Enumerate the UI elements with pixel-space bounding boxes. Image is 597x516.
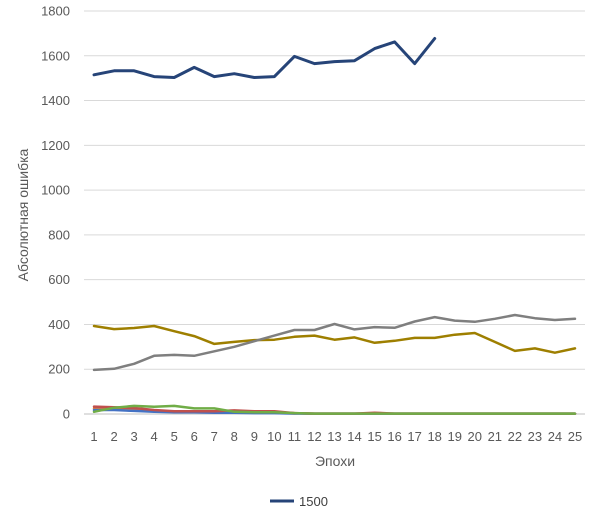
y-tick-label: 1200 (41, 138, 70, 153)
series-line-1 (92, 313, 577, 372)
series-line-3 (92, 404, 577, 415)
x-tick-label: 8 (231, 429, 238, 444)
y-axis-title: Абсолютная ошибка (15, 148, 31, 281)
y-tick-label: 200 (48, 362, 70, 377)
x-tick-label: 17 (407, 429, 421, 444)
x-tick-label: 18 (427, 429, 441, 444)
x-tick-label: 9 (251, 429, 258, 444)
x-tick-label: 13 (327, 429, 341, 444)
x-tick-label: 5 (171, 429, 178, 444)
y-tick-label: 1400 (41, 93, 70, 108)
x-tick-label: 15 (367, 429, 381, 444)
gridlines (84, 10, 585, 370)
y-tick-label: 400 (48, 317, 70, 332)
y-axis-ticks: 0 200 400 600 800 1000 1200 1400 1600 1800 (41, 4, 70, 422)
y-tick-label: 800 (48, 227, 70, 242)
series-line-0 (92, 37, 437, 79)
x-tick-label: 20 (468, 429, 482, 444)
series-line-2 (92, 324, 577, 354)
x-axis-ticks: 1 2 3 4 5 6 7 8 9 10 11 12 13 14 15 16 17 18 19 20 21 22 23 24 2… (90, 429, 582, 444)
x-tick-label: 7 (211, 429, 218, 444)
x-tick-label: 22 (508, 429, 522, 444)
x-tick-label: 19 (448, 429, 462, 444)
x-tick-label: 1 (90, 429, 97, 444)
x-tick-label: 10 (267, 429, 281, 444)
x-tick-label: 6 (191, 429, 198, 444)
x-tick-label: 23 (528, 429, 542, 444)
x-axis-title: Эпохи (315, 453, 355, 469)
x-tick-label: 14 (347, 429, 361, 444)
y-tick-label: 600 (48, 272, 70, 287)
series-lines (92, 37, 577, 415)
x-tick-label: 21 (488, 429, 502, 444)
x-tick-label: 12 (307, 429, 321, 444)
y-tick-label: 1000 (41, 183, 70, 198)
x-tick-label: 4 (151, 429, 158, 444)
x-tick-label: 3 (130, 429, 137, 444)
x-tick-label: 25 (568, 429, 582, 444)
legend: 1500 (270, 494, 328, 509)
legend-label: 1500 (299, 494, 328, 509)
y-tick-label: 1800 (41, 4, 70, 19)
x-tick-label: 24 (548, 429, 562, 444)
x-tick-label: 2 (110, 429, 117, 444)
x-tick-label: 16 (387, 429, 401, 444)
y-tick-label: 0 (63, 407, 70, 422)
y-tick-label: 1600 (41, 48, 70, 63)
x-tick-label: 11 (288, 429, 302, 444)
